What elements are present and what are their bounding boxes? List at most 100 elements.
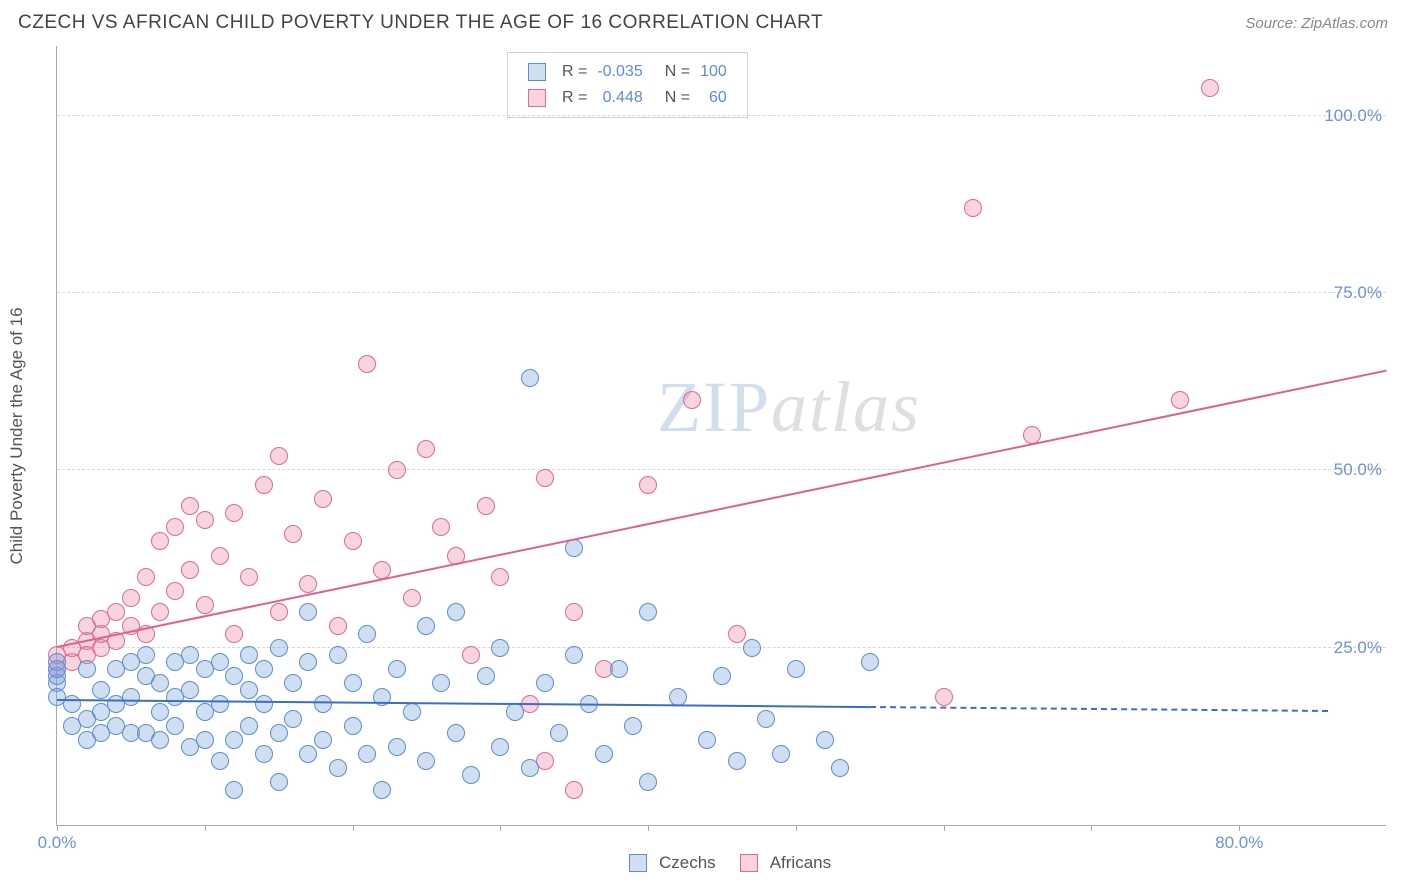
data-point-africans: [329, 617, 347, 635]
data-point-africans: [181, 561, 199, 579]
data-point-africans: [964, 199, 982, 217]
data-point-czechs: [240, 717, 258, 735]
data-point-czechs: [698, 731, 716, 749]
data-point-africans: [403, 589, 421, 607]
data-point-czechs: [181, 681, 199, 699]
data-point-africans: [728, 625, 746, 643]
data-point-africans: [196, 511, 214, 529]
x-tick: [1091, 825, 1092, 831]
data-point-czechs: [151, 731, 169, 749]
x-tick: [500, 825, 501, 831]
data-point-czechs: [388, 738, 406, 756]
data-point-africans: [462, 646, 480, 664]
data-point-czechs: [151, 674, 169, 692]
data-point-africans: [122, 589, 140, 607]
data-point-africans: [639, 476, 657, 494]
data-point-czechs: [447, 724, 465, 742]
data-point-czechs: [255, 745, 273, 763]
gridline: [57, 115, 1386, 116]
data-point-czechs: [255, 695, 273, 713]
data-point-czechs: [78, 660, 96, 678]
data-point-czechs: [639, 773, 657, 791]
gridline: [57, 469, 1386, 470]
series-legend: Czechs Africans: [629, 853, 831, 873]
data-point-czechs: [270, 639, 288, 657]
data-point-africans: [196, 596, 214, 614]
data-point-czechs: [240, 646, 258, 664]
data-point-africans: [225, 625, 243, 643]
data-point-africans: [491, 568, 509, 586]
data-point-czechs: [521, 759, 539, 777]
data-point-czechs: [639, 603, 657, 621]
swatch-africans: [528, 89, 546, 107]
data-point-africans: [314, 490, 332, 508]
data-point-czechs: [299, 653, 317, 671]
data-point-africans: [270, 603, 288, 621]
data-point-czechs: [151, 703, 169, 721]
data-point-czechs: [344, 717, 362, 735]
source-attribution: Source: ZipAtlas.com: [1245, 15, 1388, 32]
data-point-czechs: [491, 738, 509, 756]
data-point-czechs: [772, 745, 790, 763]
x-tick-label: 80.0%: [1215, 833, 1263, 853]
data-point-czechs: [358, 625, 376, 643]
data-point-czechs: [447, 603, 465, 621]
data-point-czechs: [491, 639, 509, 657]
data-point-africans: [358, 355, 376, 373]
data-point-africans: [683, 391, 701, 409]
data-point-czechs: [861, 653, 879, 671]
source-link[interactable]: ZipAtlas.com: [1301, 15, 1388, 32]
gridline: [57, 292, 1386, 293]
correlation-legend: R =-0.035 N =100 R =0.448 N =60: [507, 52, 748, 118]
data-point-africans: [270, 447, 288, 465]
data-point-africans: [935, 688, 953, 706]
data-point-czechs: [270, 724, 288, 742]
data-point-czechs: [831, 759, 849, 777]
trendline-czechs-extrapolated: [870, 706, 1328, 712]
data-point-africans: [432, 518, 450, 536]
data-point-czechs: [462, 766, 480, 784]
trendline-africans: [57, 369, 1387, 648]
data-point-czechs: [403, 703, 421, 721]
x-tick: [353, 825, 354, 831]
data-point-czechs: [255, 660, 273, 678]
data-point-czechs: [314, 731, 332, 749]
data-point-czechs: [225, 667, 243, 685]
chart-title: CZECH VS AFRICAN CHILD POVERTY UNDER THE…: [18, 12, 823, 34]
data-point-czechs: [521, 369, 539, 387]
legend-item-czechs: Czechs: [629, 853, 716, 873]
data-point-czechs: [432, 674, 450, 692]
data-point-czechs: [728, 752, 746, 770]
data-point-czechs: [211, 752, 229, 770]
data-point-africans: [225, 504, 243, 522]
y-tick-label: 75.0%: [1334, 283, 1382, 303]
data-point-czechs: [358, 745, 376, 763]
x-tick-label: 0.0%: [38, 833, 77, 853]
data-point-africans: [565, 603, 583, 621]
data-point-africans: [166, 518, 184, 536]
data-point-czechs: [270, 773, 288, 791]
data-point-africans: [284, 525, 302, 543]
data-point-czechs: [166, 717, 184, 735]
data-point-africans: [151, 603, 169, 621]
legend-row-czechs: R =-0.035 N =100: [522, 59, 733, 85]
data-point-africans: [107, 603, 125, 621]
data-point-czechs: [624, 717, 642, 735]
swatch-czechs: [629, 854, 647, 872]
data-point-czechs: [565, 539, 583, 557]
data-point-czechs: [417, 617, 435, 635]
swatch-africans: [740, 854, 758, 872]
data-point-africans: [388, 461, 406, 479]
data-point-africans: [255, 476, 273, 494]
data-point-czechs: [92, 681, 110, 699]
data-point-africans: [151, 532, 169, 550]
data-point-africans: [417, 440, 435, 458]
x-tick: [1239, 825, 1240, 831]
x-tick: [944, 825, 945, 831]
data-point-czechs: [373, 781, 391, 799]
data-point-africans: [565, 781, 583, 799]
data-point-africans: [344, 532, 362, 550]
data-point-czechs: [314, 695, 332, 713]
x-tick: [57, 825, 58, 831]
data-point-czechs: [388, 660, 406, 678]
